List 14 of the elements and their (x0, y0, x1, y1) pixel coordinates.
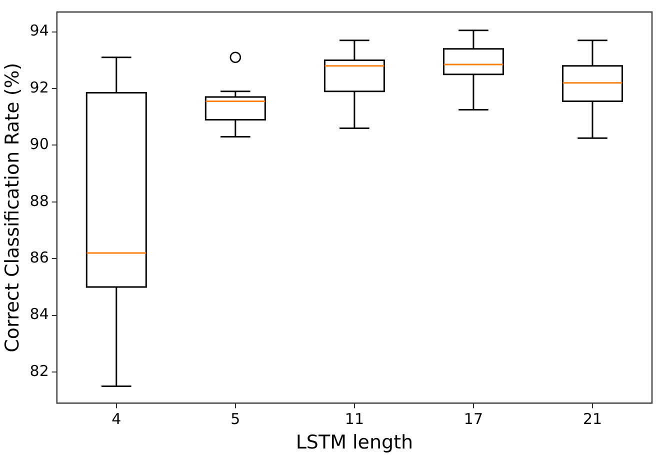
x-tick-label: 4 (112, 410, 122, 428)
x-axis-title: LSTM length (296, 432, 414, 454)
x-tick-label: 21 (582, 410, 602, 428)
y-tick-label: 86 (30, 248, 49, 267)
y-tick-label: 94 (30, 22, 49, 40)
y-axis-title: Correct Classification Rate (%) (1, 62, 24, 352)
y-tick-label: 88 (30, 192, 49, 210)
y-tick-label: 84 (30, 305, 49, 324)
y-tick-label: 92 (30, 78, 49, 96)
y-tick-label: 90 (30, 135, 49, 154)
x-tick-label: 11 (344, 410, 364, 428)
y-tick-label: 82 (30, 362, 49, 380)
x-tick-label: 5 (230, 410, 240, 428)
x-tick-label: 17 (464, 410, 484, 428)
